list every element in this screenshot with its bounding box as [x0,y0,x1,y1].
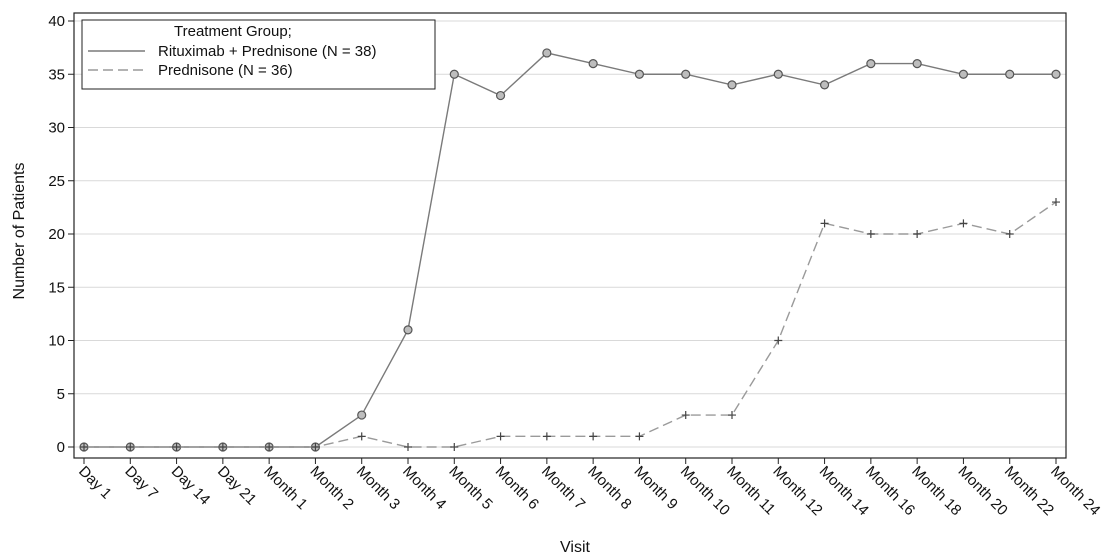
data-point [634,69,645,79]
data-point [218,443,227,451]
data-point [1005,69,1015,79]
data-point [958,69,969,79]
data-point [727,80,737,90]
x-tick-label: Month 10 [677,463,733,519]
data-point [866,58,876,69]
data-point [450,443,459,451]
y-tick-label: 25 [48,173,65,190]
data-point [820,219,829,228]
x-tick-label: Month 16 [862,463,918,519]
data-point [80,443,88,451]
data-point [265,443,274,451]
data-point [819,80,830,90]
data-point [449,69,459,79]
x-tick-label: Month 3 [353,463,403,513]
data-point [635,432,644,441]
data-point [589,432,598,441]
x-tick-label: Month 11 [723,463,778,518]
y-tick-label: 0 [57,439,65,456]
data-point [773,69,783,79]
legend-title: Treatment Group; [174,23,292,40]
plot-frame [73,12,1067,459]
x-tick-label: Month 8 [584,463,634,513]
y-tick-label: 5 [57,386,65,403]
x-tick-label: Day 1 [75,463,115,503]
x-tick-label: Month 7 [538,463,588,513]
legend-box [81,19,436,90]
y-tick-label: 35 [48,66,65,83]
data-point [959,219,968,228]
series-layer [79,48,1061,452]
x-tick-label: Day 21 [214,463,260,509]
x-tick-label: Month 9 [631,463,681,513]
data-point [774,336,783,345]
legend-entry: Rituximab + Prednisone (N = 38) [158,43,376,60]
data-point [126,443,135,451]
x-tick-label: Month 12 [769,463,825,519]
series-line [84,201,1057,448]
x-tick-label: Month 20 [955,463,1011,519]
data-point [913,230,922,238]
y-tick-label: 40 [48,13,65,30]
data-point [542,432,551,441]
data-point [728,411,736,420]
x-axis-title: Visit [560,539,590,555]
x-tick-label: Month 1 [260,463,310,513]
data-point [403,325,413,335]
data-point [588,58,598,69]
x-tick-label: Month 18 [908,463,964,519]
series-1 [79,48,1061,452]
data-point [912,58,922,69]
data-point [1005,230,1014,238]
x-tick-label: Month 14 [816,463,872,519]
x-tick-label: Month 24 [1047,463,1103,519]
y-tick-label: 10 [48,333,65,350]
data-point [172,443,181,451]
data-point [495,90,506,101]
x-tick-label: Month 22 [1001,463,1057,519]
y-tick-label: 15 [48,279,65,296]
legend: Treatment Group; Rituximab + Prednisone (… [81,19,436,90]
series-line [84,52,1056,448]
data-point [496,432,505,441]
data-point [357,432,366,441]
data-point [311,443,320,451]
grid-lines [74,20,1066,448]
x-tick-label: Month 5 [445,463,495,513]
y-tick-label: 30 [48,120,65,137]
x-tick-label: Month 2 [307,463,357,513]
data-point [1051,69,1061,79]
data-point [1052,198,1060,207]
data-point [357,410,367,420]
data-point [681,411,690,420]
legend-entry: Prednisone (N = 36) [158,62,293,79]
data-point [866,230,875,238]
x-tick-label: Month 4 [399,463,449,513]
x-tick-label: Month 6 [492,463,542,513]
y-axis-title: Number of Patients [11,163,28,300]
series-2 [80,198,1060,451]
data-point [542,48,552,58]
x-tick-label: Day 14 [168,463,214,509]
x-tick-label: Day 7 [121,463,161,503]
data-point [404,443,412,451]
y-tick-label: 20 [48,226,65,243]
data-point [681,69,691,79]
